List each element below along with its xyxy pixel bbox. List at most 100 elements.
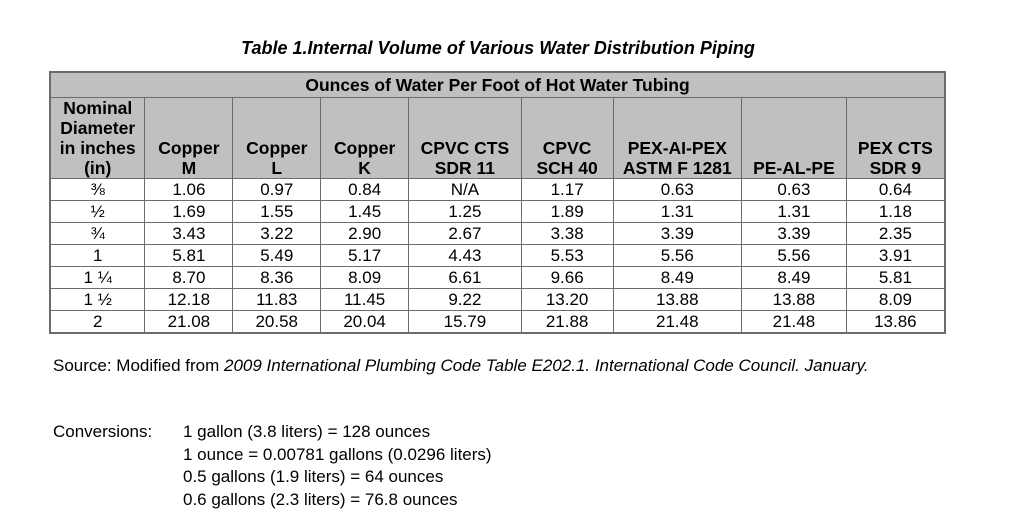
volume-cell: 3.38 bbox=[520, 222, 614, 245]
table-row: 2 21.08 20.58 20.04 15.79 21.88 21.48 21.48 13.8… bbox=[49, 310, 946, 334]
nominal-diameter-cell: 1 bbox=[49, 244, 146, 267]
column-header: CPVC CTS SDR 11 bbox=[408, 97, 522, 179]
table-row: 1 ¼ 8.70 8.36 8.09 6.61 9.66 8.49 8.49 5.81 bbox=[49, 266, 946, 289]
volume-cell: 1.45 bbox=[320, 200, 410, 223]
source-prefix: Source: Modified from bbox=[53, 356, 225, 375]
volume-cell: 8.49 bbox=[741, 266, 847, 289]
volume-cell: 21.48 bbox=[612, 310, 743, 334]
column-header-line: CPVC CTS bbox=[420, 138, 510, 158]
column-header: Copper L bbox=[232, 97, 322, 179]
volume-cell: 5.56 bbox=[741, 244, 847, 267]
volume-cell: 0.64 bbox=[845, 178, 946, 201]
volume-cell: 12.18 bbox=[144, 288, 234, 311]
column-header-line: PEX CTS bbox=[857, 138, 933, 158]
volume-cell: 2.67 bbox=[408, 222, 522, 245]
column-header-line: M bbox=[181, 158, 197, 178]
volume-cell: 2.90 bbox=[320, 222, 410, 245]
table-title: Table 1.Internal Volume of Various Water… bbox=[241, 38, 755, 58]
conversion-line: 0.5 gallons (1.9 liters) = 64 ounces bbox=[183, 467, 444, 486]
volume-cell: 21.08 bbox=[144, 310, 234, 334]
volume-cell: 5.17 bbox=[320, 244, 410, 267]
volume-cell: 11.83 bbox=[232, 288, 322, 311]
span-header: Ounces of Water Per Foot of Hot Water Tu… bbox=[49, 71, 946, 98]
volume-cell: 3.43 bbox=[144, 222, 234, 245]
volume-cell: 3.22 bbox=[232, 222, 322, 245]
volume-cell: 1.18 bbox=[845, 200, 946, 223]
volume-cell: 3.39 bbox=[612, 222, 743, 245]
column-header: Copper M bbox=[144, 97, 234, 179]
volume-cell: N/A bbox=[408, 178, 522, 201]
table-body: ⅜ 1.06 0.97 0.84 N/A 1.17 0.63 0.63 0.64 ½ 1.69 1.5… bbox=[49, 178, 946, 334]
volume-cell: 15.79 bbox=[408, 310, 522, 334]
column-header-line: ASTM F 1281 bbox=[622, 158, 732, 178]
conversion-line: 1 ounce = 0.00781 gallons (0.0296 liters… bbox=[183, 444, 492, 464]
column-header-line: L bbox=[271, 158, 283, 178]
volume-cell: 8.49 bbox=[612, 266, 743, 289]
volume-cell: 1.17 bbox=[520, 178, 614, 201]
column-header-line: SDR 11 bbox=[434, 158, 496, 178]
volume-cell: 1.69 bbox=[144, 200, 234, 223]
piping-volume-table: Ounces of Water Per Foot of Hot Water Tu… bbox=[49, 71, 946, 334]
column-header-line: SDR 9 bbox=[869, 158, 922, 178]
volume-cell: 1.25 bbox=[408, 200, 522, 223]
volume-cell: 1.89 bbox=[520, 200, 614, 223]
conversions-label: Conversions: bbox=[53, 422, 153, 441]
table-row: ¾ 3.43 3.22 2.90 2.67 3.38 3.39 3.39 2.35 bbox=[49, 222, 946, 245]
column-header-line: (in) bbox=[84, 158, 112, 178]
volume-cell: 11.45 bbox=[320, 288, 410, 311]
column-header-line: CPVC bbox=[542, 138, 592, 158]
nominal-diameter-cell: ¾ bbox=[49, 222, 146, 245]
column-header-line: PEX-AI-PEX bbox=[627, 138, 727, 158]
volume-cell: 8.09 bbox=[320, 266, 410, 289]
column-header-line: in inches bbox=[59, 138, 136, 158]
volume-cell: 20.04 bbox=[320, 310, 410, 334]
volume-cell: 4.43 bbox=[408, 244, 522, 267]
nominal-diameter-cell: ⅜ bbox=[49, 178, 146, 201]
column-header-nominal-diameter: Nominal Diameter in inches (in) bbox=[49, 97, 146, 179]
column-header: PEX CTS SDR 9 bbox=[845, 97, 946, 179]
column-header-line: Copper bbox=[334, 138, 396, 158]
volume-cell: 8.09 bbox=[845, 288, 946, 311]
volume-cell: 1.55 bbox=[232, 200, 322, 223]
volume-cell: 13.88 bbox=[741, 288, 847, 311]
column-header: PEX-AI-PEX ASTM F 1281 bbox=[612, 97, 743, 179]
volume-cell: 20.58 bbox=[232, 310, 322, 334]
volume-cell: 13.88 bbox=[612, 288, 743, 311]
column-header-line: Nominal bbox=[63, 98, 133, 118]
column-header: PE-AL-PE bbox=[741, 97, 847, 179]
table-row: 1 ½ 12.18 11.83 11.45 9.22 13.20 13.88 13.88 8.0… bbox=[49, 288, 946, 311]
column-header: Copper K bbox=[320, 97, 410, 179]
table-row: ⅜ 1.06 0.97 0.84 N/A 1.17 0.63 0.63 0.64 bbox=[49, 178, 946, 201]
volume-cell: 0.63 bbox=[612, 178, 743, 201]
column-header-line: PE-AL-PE bbox=[753, 158, 835, 178]
source-citation: 2009 International Plumbing Code Table E… bbox=[224, 356, 869, 375]
column-header-row: Nominal Diameter in inches (in) Copper M Coppe… bbox=[49, 97, 946, 179]
volume-cell: 2.35 bbox=[845, 222, 946, 245]
column-header-line: K bbox=[358, 158, 371, 178]
volume-cell: 9.66 bbox=[520, 266, 614, 289]
volume-cell: 5.49 bbox=[232, 244, 322, 267]
conversion-line: 1 gallon (3.8 liters) = 128 ounces bbox=[183, 422, 431, 441]
volume-cell: 1.31 bbox=[741, 200, 847, 223]
conversion-line: 0.6 gallons (2.3 liters) = 76.8 ounces bbox=[183, 489, 458, 509]
volume-cell: 5.53 bbox=[520, 244, 614, 267]
column-header-line: Copper bbox=[246, 138, 308, 158]
nominal-diameter-cell: 1 ½ bbox=[49, 288, 146, 311]
table-row: 1 5.81 5.49 5.17 4.43 5.53 5.56 5.56 3.91 bbox=[49, 244, 946, 267]
volume-cell: 3.39 bbox=[741, 222, 847, 245]
volume-cell: 0.97 bbox=[232, 178, 322, 201]
volume-cell: 9.22 bbox=[408, 288, 522, 311]
volume-cell: 21.88 bbox=[520, 310, 614, 334]
volume-cell: 0.63 bbox=[741, 178, 847, 201]
volume-cell: 1.06 bbox=[144, 178, 234, 201]
conversions-list: 1 gallon (3.8 liters) = 128 ounces 1 ounc… bbox=[183, 421, 492, 511]
volume-cell: 8.36 bbox=[232, 266, 322, 289]
column-header-line: Diameter bbox=[60, 118, 136, 138]
nominal-diameter-cell: 2 bbox=[49, 310, 146, 334]
column-header-line: SCH 40 bbox=[536, 158, 598, 178]
nominal-diameter-cell: ½ bbox=[49, 200, 146, 223]
volume-cell: 13.86 bbox=[845, 310, 946, 334]
source-note: Source: Modified from 2009 International… bbox=[53, 354, 953, 377]
nominal-diameter-cell: 1 ¼ bbox=[49, 266, 146, 289]
volume-cell: 0.84 bbox=[320, 178, 410, 201]
